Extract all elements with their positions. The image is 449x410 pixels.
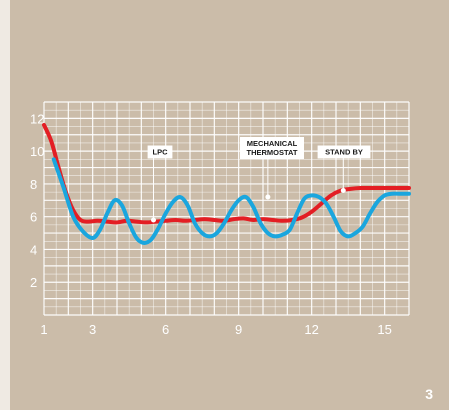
annotation-box	[147, 145, 173, 159]
x-tick-label: 12	[304, 322, 318, 337]
annotation-label: MECHANICAL	[247, 139, 298, 148]
annotation-dot	[151, 217, 156, 223]
x-tick-label: 9	[235, 322, 242, 337]
x-tick-label: 3	[89, 322, 96, 337]
y-tick-label: 2	[30, 275, 37, 290]
y-tick-label: 12	[30, 111, 44, 126]
page-number: 3	[425, 386, 433, 402]
annotation-label: LPC	[153, 148, 169, 157]
annotation-label: STAND BY	[325, 148, 363, 157]
y-tick-label: 4	[30, 242, 37, 257]
y-tick-label: 8	[30, 177, 37, 192]
annotation-box	[240, 137, 304, 159]
x-tick-label: 15	[377, 322, 391, 337]
annotation-dot	[265, 194, 271, 200]
x-tick-label: 6	[162, 322, 169, 337]
annotation: STAND BY	[317, 145, 371, 193]
annotation-dot	[340, 187, 346, 193]
x-tick-label: 1	[40, 322, 47, 337]
series-line-blue	[51, 157, 411, 245]
grid	[43, 101, 410, 316]
annotation-box	[317, 145, 371, 159]
series-line-red	[42, 122, 411, 225]
y-tick-label: 10	[30, 144, 44, 159]
left-margin-strip	[0, 0, 10, 410]
y-tick-label: 6	[30, 210, 37, 225]
annotation: LPC	[147, 145, 173, 223]
annotation-label: THERMOSTAT	[247, 148, 298, 157]
